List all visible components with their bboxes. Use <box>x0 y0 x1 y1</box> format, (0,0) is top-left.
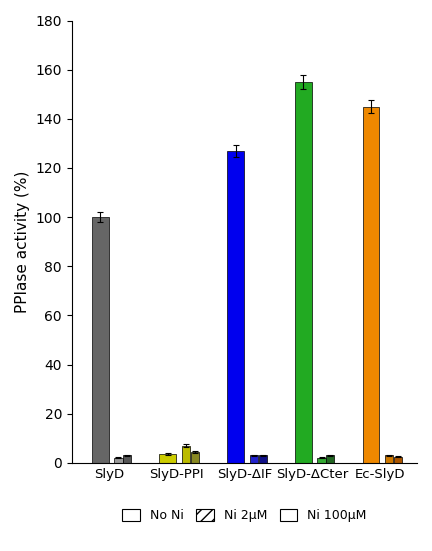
Bar <box>227 151 244 463</box>
Bar <box>295 82 312 463</box>
Bar <box>92 217 109 463</box>
Bar <box>182 446 190 463</box>
Bar <box>123 456 131 463</box>
Legend: No Ni, Ni 2μM, Ni 100μM: No Ni, Ni 2μM, Ni 100μM <box>118 504 372 527</box>
Y-axis label: PPIase activity (%): PPIase activity (%) <box>15 170 30 313</box>
Bar <box>394 457 402 463</box>
Bar <box>191 452 199 463</box>
Bar <box>250 456 258 463</box>
Bar <box>385 456 393 463</box>
Bar <box>114 458 123 463</box>
Bar <box>362 106 379 463</box>
Bar <box>259 456 267 463</box>
Bar <box>326 456 334 463</box>
Bar <box>159 454 176 463</box>
Bar <box>318 458 326 463</box>
